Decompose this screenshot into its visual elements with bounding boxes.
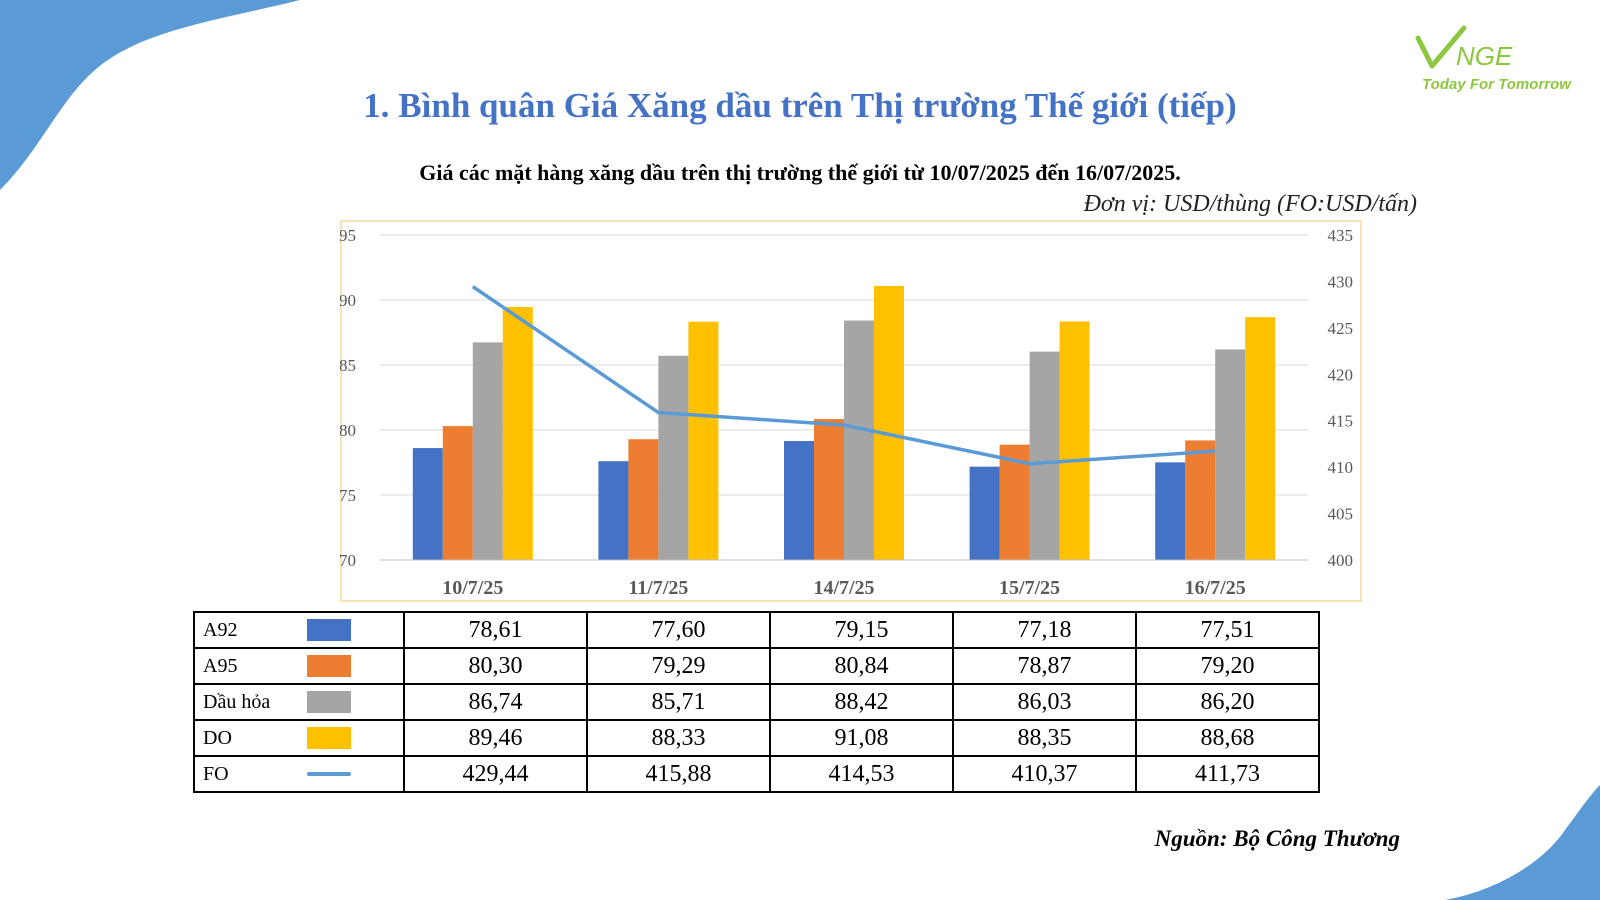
- x-tick-label: 11/7/25: [628, 577, 688, 599]
- y2-tick-label: 410: [1328, 458, 1354, 477]
- y2-tick-label: 430: [1328, 272, 1354, 291]
- line-FO: [471, 285, 1216, 466]
- row-label-cell: Dầu hỏa: [193, 683, 405, 721]
- bar-DO: [1245, 317, 1276, 560]
- row-label-cell: A92: [193, 611, 405, 649]
- value-cell: 86,74: [403, 683, 588, 721]
- value-cell: 410,37: [952, 755, 1137, 793]
- y2-tick-label: 425: [1328, 319, 1354, 338]
- value-cell: 80,30: [403, 647, 588, 685]
- vnge-logo-mark: NGE: [1415, 25, 1513, 71]
- legend-swatch: [307, 619, 351, 641]
- bar-A95: [442, 426, 473, 560]
- data-table: A92 78,61 77,60 79,15 77,18 77,51 A95 80,30 79,2…: [193, 611, 1320, 793]
- y2-tick-label: 420: [1328, 365, 1354, 384]
- series-label: FO: [203, 762, 229, 785]
- bar-A92: [784, 441, 814, 560]
- y-tick-label: 90: [340, 291, 356, 310]
- value-cell: 79,20: [1135, 647, 1320, 685]
- y-tick-label: 95: [340, 226, 356, 245]
- svg-text:NGE: NGE: [1456, 41, 1513, 71]
- value-cell: 78,87: [952, 647, 1137, 685]
- bar-Dầu hỏa: [472, 342, 503, 560]
- y-tick-label: 70: [340, 551, 356, 570]
- bar-A92: [1155, 462, 1186, 560]
- value-cell: 85,71: [586, 683, 771, 721]
- value-cell: 89,46: [403, 719, 588, 757]
- y2-tick-label: 400: [1328, 551, 1354, 570]
- value-cell: 78,61: [403, 611, 588, 649]
- bar-A92: [598, 461, 629, 560]
- y-tick-label: 75: [340, 486, 356, 505]
- value-cell: 86,03: [952, 683, 1137, 721]
- bar-A95: [628, 439, 659, 560]
- top-left-wave: [0, 0, 300, 190]
- y2-tick-label: 435: [1328, 226, 1354, 245]
- y-tick-label: 85: [340, 356, 356, 375]
- table-row: DO 89,46 88,33 91,08 88,35 88,68: [193, 719, 1320, 757]
- unit-note: Đơn vị: USD/thùng (FO:USD/tấn): [1083, 191, 1417, 217]
- bar-A95: [814, 419, 844, 560]
- legend-swatch: [307, 691, 351, 713]
- vnge-logo: NGE Today For Tomorrow: [1404, 20, 1589, 110]
- bar-DO: [1059, 321, 1090, 560]
- value-cell: 91,08: [769, 719, 954, 757]
- bar-A92: [412, 448, 443, 560]
- x-tick-label: 16/7/25: [1185, 577, 1246, 599]
- bar-Dầu hỏa: [1215, 349, 1246, 560]
- bottom-right-wave: [1445, 785, 1600, 900]
- legend-swatch: [307, 772, 351, 776]
- page-title: 1. Bình quân Giá Xăng dầu trên Thị trườn…: [363, 86, 1237, 125]
- source-note: Nguồn: Bộ Công Thương: [1154, 826, 1400, 851]
- bar-A95: [1185, 440, 1216, 560]
- chart-subtitle: Giá các mặt hàng xăng dầu trên thị trườn…: [419, 160, 1181, 185]
- value-cell: 88,33: [586, 719, 771, 757]
- row-label-cell: DO: [193, 719, 405, 757]
- value-cell: 88,35: [952, 719, 1137, 757]
- value-cell: 411,73: [1135, 755, 1320, 793]
- table-row: A92 78,61 77,60 79,15 77,18 77,51: [193, 611, 1320, 649]
- value-cell: 77,51: [1135, 611, 1320, 649]
- value-cell: 79,29: [586, 647, 771, 685]
- bar-Dầu hỏa: [844, 320, 874, 560]
- series-label: A95: [203, 654, 238, 677]
- logo-tagline: Today For Tomorrow: [1422, 76, 1571, 93]
- value-cell: 77,18: [952, 611, 1137, 649]
- bar-Dầu hỏa: [1029, 351, 1060, 560]
- series-label: A92: [203, 618, 238, 641]
- y2-tick-label: 405: [1328, 505, 1354, 524]
- value-cell: 79,15: [769, 611, 954, 649]
- price-chart: 95 90 85 80 75 70 435 430 425 420 415 410 405 400 10/7…: [340, 220, 1362, 602]
- table-row: A95 80,30 79,29 80,84 78,87 79,20: [193, 647, 1320, 685]
- y-tick-label: 80: [340, 421, 356, 440]
- x-tick-label: 10/7/25: [442, 577, 503, 599]
- value-cell: 429,44: [403, 755, 588, 793]
- value-cell: 415,88: [586, 755, 771, 793]
- value-cell: 80,84: [769, 647, 954, 685]
- row-label-cell: FO: [193, 755, 405, 793]
- table-row: FO 429,44 415,88 414,53 410,37 411,73: [193, 755, 1320, 793]
- bar-Dầu hỏa: [658, 355, 689, 560]
- legend-swatch: [307, 727, 351, 749]
- value-cell: 77,60: [586, 611, 771, 649]
- value-cell: 88,42: [769, 683, 954, 721]
- row-label-cell: A95: [193, 647, 405, 685]
- x-tick-label: 15/7/25: [999, 577, 1060, 599]
- bar-DO: [874, 285, 904, 560]
- bar-A92: [969, 466, 1000, 560]
- legend-swatch: [307, 655, 351, 677]
- series-label: Dầu hỏa: [203, 690, 271, 713]
- value-cell: 86,20: [1135, 683, 1320, 721]
- value-cell: 414,53: [769, 755, 954, 793]
- bar-DO: [688, 321, 719, 560]
- value-cell: 88,68: [1135, 719, 1320, 757]
- bar-DO: [502, 307, 533, 560]
- table-row: Dầu hỏa 86,74 85,71 88,42 86,03 86,20: [193, 683, 1320, 721]
- series-label: DO: [203, 726, 232, 749]
- y2-tick-label: 415: [1328, 412, 1354, 431]
- x-tick-label: 14/7/25: [813, 577, 874, 599]
